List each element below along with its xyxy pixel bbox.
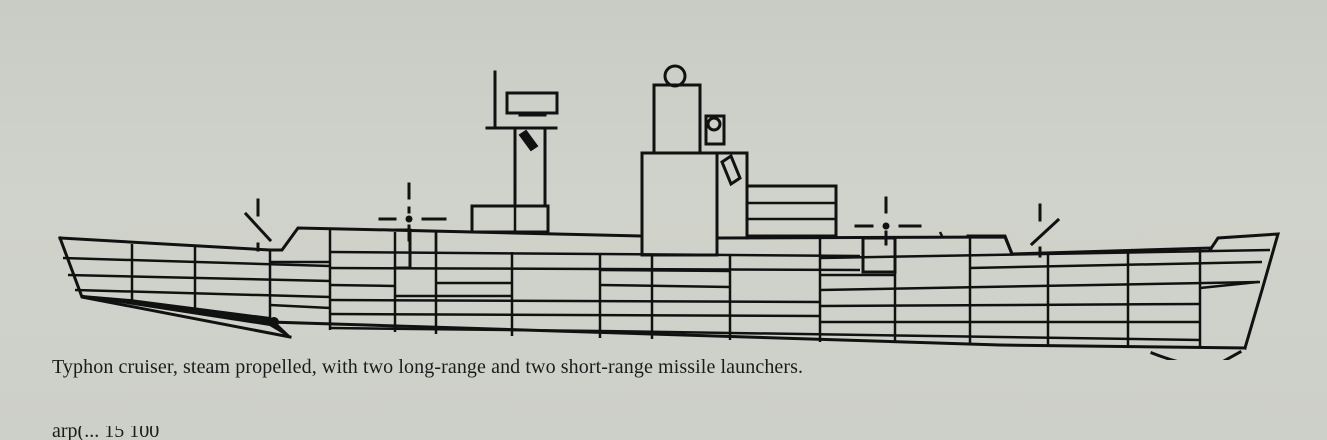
aft-mast	[470, 70, 559, 234]
missile-launcher-aft	[243, 198, 273, 252]
figure-caption: Typhon cruiser, steam propelled, with tw…	[52, 356, 804, 378]
forward-structures	[861, 231, 1014, 274]
target-marker-fwd	[854, 196, 922, 246]
target-marker-aft	[378, 182, 447, 242]
cut-off-text: arp(... 15 100	[52, 426, 160, 440]
missile-launcher-fwd	[1029, 203, 1061, 258]
ship-profile-diagram	[58, 64, 1281, 360]
deck-lines	[62, 248, 1271, 342]
main-superstructure	[393, 64, 838, 270]
cut-off-text-line: arp(... 15 100	[52, 426, 252, 440]
